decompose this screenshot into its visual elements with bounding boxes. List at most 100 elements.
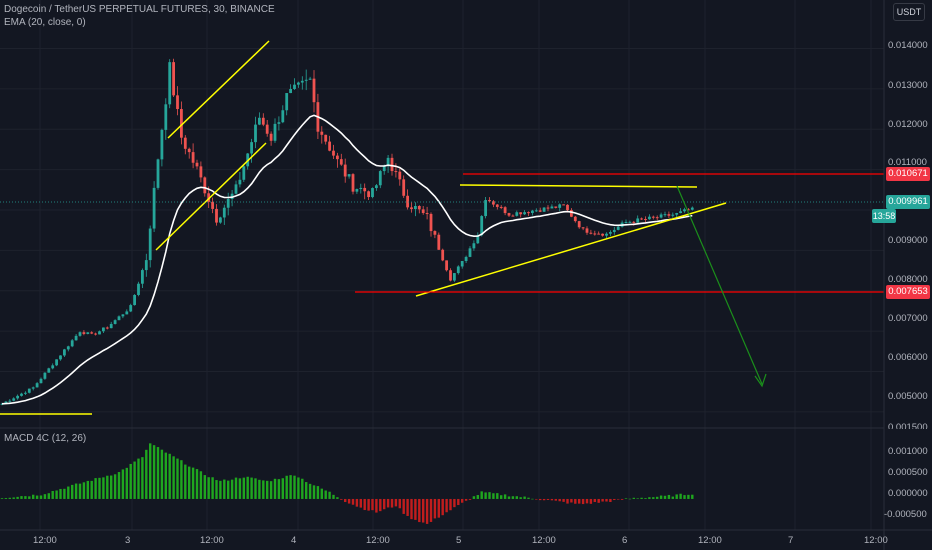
- candle: [648, 214, 651, 220]
- candle: [133, 294, 136, 306]
- macd-bar: [613, 498, 616, 500]
- candle-body: [300, 80, 304, 83]
- candle-body: [425, 213, 429, 215]
- candle-body: [433, 231, 437, 235]
- candle-body: [359, 187, 363, 190]
- channel-lower-trendline[interactable]: [155, 142, 267, 251]
- macd-bar: [558, 498, 561, 502]
- candle-body: [59, 355, 62, 360]
- candle: [160, 128, 164, 167]
- triangle-bottom-trendline[interactable]: [415, 202, 727, 297]
- candle-body: [585, 228, 589, 233]
- candle-body: [141, 270, 144, 284]
- macd-bar: [644, 498, 647, 499]
- macd-bar: [371, 498, 374, 511]
- macd-legend[interactable]: MACD 4C (12, 26): [4, 433, 87, 444]
- candle-body: [51, 365, 55, 369]
- candle: [47, 367, 51, 373]
- macd-bar: [273, 478, 277, 499]
- candle: [63, 348, 66, 358]
- drawing-tools[interactable]: [0, 40, 884, 415]
- candle-body: [265, 124, 269, 134]
- candle: [113, 319, 117, 325]
- candle: [234, 180, 238, 195]
- macd-bar: [601, 498, 604, 502]
- macd-bar: [269, 481, 273, 499]
- candle: [378, 170, 382, 189]
- candle: [86, 332, 90, 335]
- candle-body: [476, 235, 480, 244]
- candle-body: [82, 332, 86, 334]
- down-arrow-projection[interactable]: [676, 185, 767, 388]
- macd-bar: [223, 479, 226, 499]
- candle-body: [117, 316, 121, 321]
- triangle-top-trendline[interactable]: [459, 184, 698, 188]
- macd-bar: [254, 478, 257, 499]
- candle-body: [406, 195, 409, 208]
- macd-bar: [191, 467, 195, 499]
- channel-upper-trendline[interactable]: [167, 40, 270, 139]
- candle: [511, 214, 515, 217]
- candle-body: [258, 117, 261, 125]
- candle: [27, 388, 31, 394]
- macd-bar: [285, 475, 288, 499]
- macd-bar: [238, 478, 242, 499]
- candle-body: [690, 207, 694, 210]
- candle-body: [35, 383, 39, 388]
- candle: [390, 153, 394, 176]
- macd-bar: [363, 498, 366, 511]
- candle-body: [449, 270, 452, 281]
- support-price-tag[interactable]: 0.007653: [886, 285, 930, 299]
- candle-body: [464, 256, 468, 262]
- candle-body: [675, 213, 679, 215]
- macd-bar: [82, 482, 86, 499]
- candle: [180, 101, 183, 145]
- current-price-tag[interactable]: 0.009961: [886, 195, 930, 209]
- ema-legend[interactable]: EMA (20, close, 0): [4, 17, 86, 28]
- macd-bar: [441, 498, 444, 516]
- currency-button[interactable]: USDT: [893, 3, 925, 21]
- candle-body: [558, 204, 562, 208]
- candle-body: [507, 213, 511, 216]
- candle: [297, 81, 300, 88]
- macd-bar: [156, 447, 160, 499]
- candle: [39, 377, 43, 384]
- macd-bar: [546, 498, 550, 500]
- candle: [105, 326, 109, 330]
- candle: [441, 248, 445, 262]
- candle-body: [148, 228, 152, 261]
- macd-bar: [227, 480, 230, 499]
- price-candles: [0, 58, 694, 406]
- candle-body: [402, 179, 406, 196]
- candle: [562, 204, 565, 206]
- candle: [320, 126, 324, 144]
- symbol-legend[interactable]: Dogecoin / TetherUS PERPETUAL FUTURES, 3…: [4, 4, 275, 15]
- candle-body: [234, 184, 238, 194]
- candle-body: [324, 134, 328, 142]
- macd-bar: [593, 498, 596, 503]
- candle-body: [86, 332, 90, 334]
- candle: [437, 232, 441, 250]
- candle: [519, 212, 523, 218]
- candle: [659, 212, 663, 219]
- candle-body: [414, 205, 417, 210]
- macd-bar: [152, 445, 156, 499]
- candle-body: [125, 311, 129, 315]
- candle: [417, 205, 421, 214]
- candle: [460, 260, 464, 269]
- macd-bar: [554, 498, 557, 501]
- candle-body: [538, 210, 542, 212]
- candle: [258, 112, 261, 126]
- macd-bar: [425, 498, 429, 524]
- candle-body: [332, 150, 335, 156]
- candle-body: [24, 392, 27, 394]
- candle: [507, 212, 511, 218]
- candle: [515, 210, 519, 217]
- candle: [308, 76, 312, 80]
- candle-body: [137, 283, 140, 295]
- macd-bar: [28, 496, 31, 499]
- resistance-price-tag[interactable]: 0.010671: [886, 167, 930, 181]
- candle-body: [410, 207, 413, 210]
- candle-body: [640, 218, 643, 220]
